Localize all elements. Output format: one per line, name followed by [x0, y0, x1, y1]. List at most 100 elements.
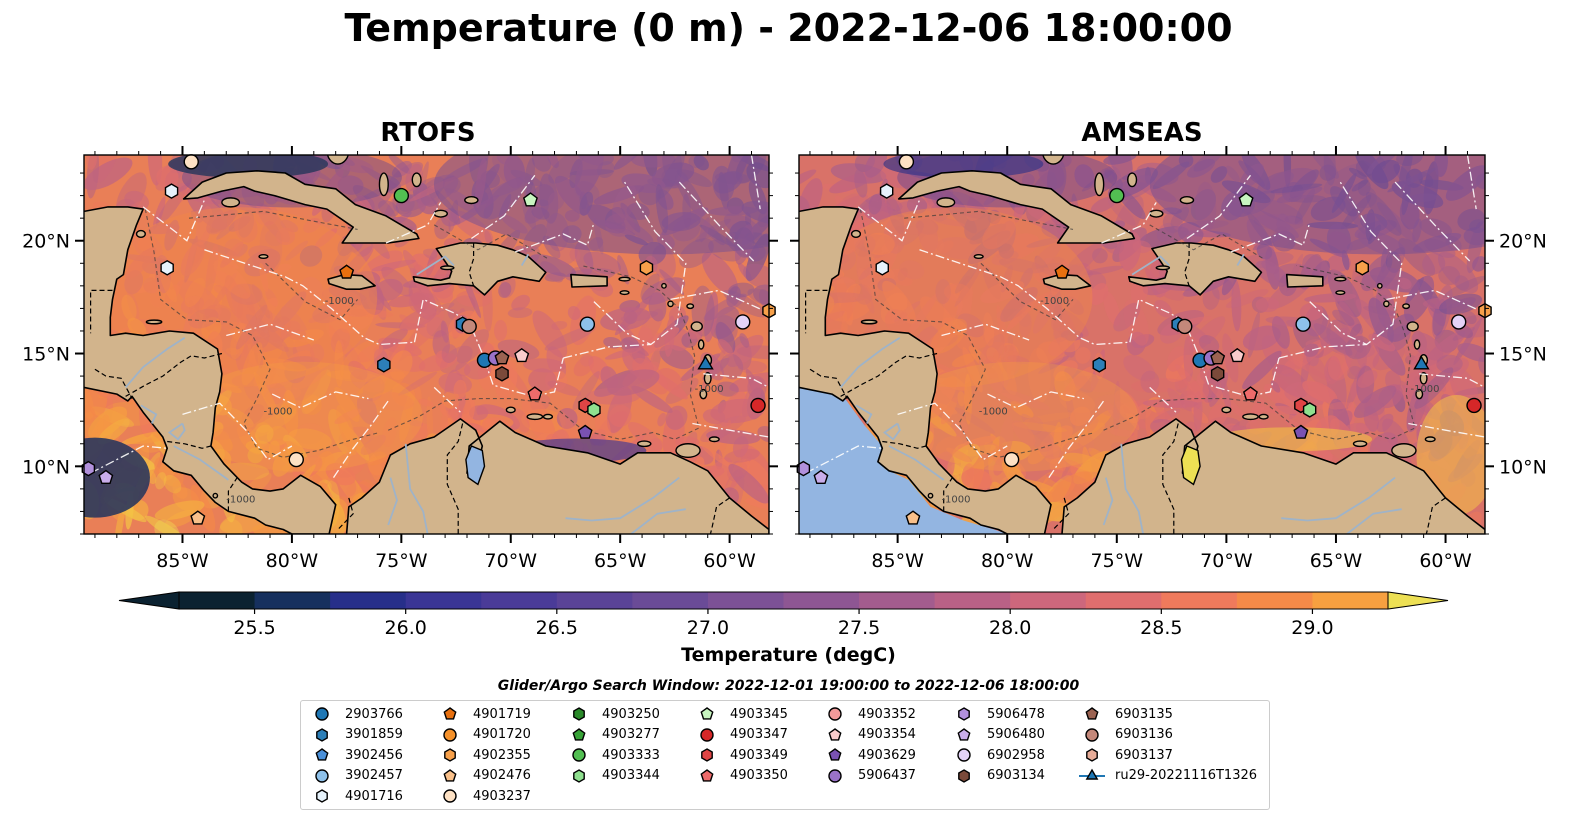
colorbar: 25.5 26.0 26.5 27.0 27.5 28.0 28.5 29.0: [118, 591, 1449, 639]
legend-item-label: 4901719: [473, 706, 531, 722]
float-marker-3901859[interactable]: [1092, 356, 1107, 373]
island: [542, 413, 554, 420]
lon-tick-label: 65°W: [594, 550, 647, 572]
float-marker-4903350[interactable]: [1242, 386, 1258, 401]
bathymetry-contour: [265, 262, 359, 321]
map-panel-amseas[interactable]: -1000 -1000 -1000 -1000 85°W 80°W 75°W 70°W 65°W…: [771, 114, 1577, 572]
legend-item: 4903250: [566, 704, 660, 724]
contour-label: -1000: [325, 296, 354, 307]
river: [416, 255, 455, 276]
colorbar-extend-high: [1387, 591, 1449, 610]
eez-boundary: [413, 298, 564, 398]
legend-item-label: 5906478: [987, 706, 1045, 722]
float-marker-4903237[interactable]: [1003, 451, 1020, 468]
lon-tick-label: 65°W: [1310, 550, 1363, 572]
float-marker-4901716[interactable]: [875, 259, 889, 276]
glider-marker[interactable]: [1413, 355, 1430, 370]
legend-item-label: 6903135: [1115, 706, 1173, 722]
island: [145, 319, 163, 325]
float-marker-4901719[interactable]: [339, 264, 355, 279]
float-marker-4903344[interactable]: [1302, 402, 1317, 418]
float-marker-6903134[interactable]: [1210, 365, 1225, 382]
eez-boundary: [1408, 422, 1485, 438]
float-marker-6903136[interactable]: [461, 318, 477, 335]
float-markers: [81, 154, 776, 525]
float-marker-4903350[interactable]: [527, 386, 543, 401]
bathymetry-contour: [1103, 264, 1416, 440]
float-marker-4903333[interactable]: [1109, 187, 1125, 204]
float-marker-4903345[interactable]: [522, 192, 538, 207]
island: [505, 406, 516, 414]
float-marker-6903134[interactable]: [495, 365, 509, 382]
island: [973, 254, 984, 260]
lake-maracaibo: [1180, 445, 1201, 486]
legend-item-label: 4903347: [730, 727, 788, 742]
legend-item: 6903137: [1079, 745, 1173, 765]
glider-marker[interactable]: [697, 355, 714, 370]
float-marker-4903354[interactable]: [514, 347, 530, 363]
map-panel-rtofs[interactable]: -1000 -1000 -1000 -1000 85°W 80°W 75°W 70°W 65°W…: [22, 114, 894, 572]
float-marker-5906478[interactable]: [796, 460, 811, 477]
pentagon-marker-icon: [1085, 707, 1099, 720]
float-marker-4903354[interactable]: [1229, 347, 1245, 363]
float-marker-4901716[interactable]: [164, 183, 179, 199]
float-marker-4902476[interactable]: [905, 510, 921, 525]
colorbar-tick-label: 28.5: [1140, 617, 1182, 639]
float-marker-6902958[interactable]: [735, 314, 751, 330]
float-marker-6903135[interactable]: [494, 350, 510, 365]
contour-label: -1000: [263, 406, 292, 417]
island: [1335, 290, 1346, 296]
legend-item: 4901716: [309, 786, 403, 806]
float-marker-3902457[interactable]: [1295, 316, 1311, 332]
circle-marker-icon: [315, 768, 329, 783]
legend-item: 5906480: [951, 725, 1045, 745]
legend-item: 3902456: [309, 745, 403, 765]
float-marker-3901859[interactable]: [377, 356, 391, 373]
island: [1352, 440, 1368, 448]
float-marker-4903347[interactable]: [1466, 397, 1482, 414]
country-border: [446, 423, 464, 534]
panel-title-rtofs: RTOFS: [380, 118, 476, 148]
colorbar-bin: [934, 592, 1011, 609]
legend-item-label: 4903345: [730, 706, 788, 722]
float-marker-4902355[interactable]: [1355, 259, 1370, 276]
float-marker-4902355[interactable]: [639, 259, 654, 276]
float-marker-5906480[interactable]: [98, 469, 114, 484]
river: [1236, 253, 1245, 266]
float-marker-6903135[interactable]: [1210, 350, 1226, 365]
float-marker-4901716[interactable]: [160, 259, 174, 276]
cuba-land: [897, 170, 1136, 244]
float-marker-4903344[interactable]: [587, 402, 601, 418]
legend-item: 6903136: [1079, 725, 1173, 745]
colorbar-bin: [783, 592, 860, 609]
country-border: [809, 368, 848, 399]
circle-marker-icon: [828, 768, 842, 783]
island: [1258, 413, 1269, 420]
circle-marker-icon: [315, 707, 329, 721]
hexagon-marker-icon: [573, 707, 585, 721]
bathymetry-contour: [904, 210, 1074, 230]
float-marker-5906480[interactable]: [813, 469, 829, 484]
legend-item-label: 4903333: [602, 747, 660, 763]
float-marker-4901716[interactable]: [879, 183, 894, 199]
float-marker-4903629[interactable]: [577, 424, 593, 439]
float-marker-6903136[interactable]: [1177, 318, 1193, 335]
float-marker-4903237[interactable]: [288, 451, 304, 468]
eez-boundary: [142, 199, 205, 242]
island: [1415, 388, 1424, 400]
float-marker-4903629[interactable]: [1293, 424, 1309, 439]
lon-tick-label: 75°W: [1091, 550, 1144, 572]
float-marker-4903345[interactable]: [1238, 192, 1254, 207]
float-marker-4902476[interactable]: [190, 510, 206, 525]
float-marker-4903333[interactable]: [393, 187, 410, 204]
float-marker-5906478[interactable]: [81, 460, 96, 477]
float-marker-6902958[interactable]: [1450, 314, 1467, 330]
float-marker-4903237[interactable]: [183, 154, 199, 170]
eez-boundary: [941, 323, 1030, 341]
legend-item-label: 4902476: [473, 768, 531, 783]
float-marker-4903237[interactable]: [898, 154, 915, 170]
float-marker-4903347[interactable]: [750, 397, 766, 414]
float-marker-4901719[interactable]: [1054, 264, 1070, 279]
float-marker-3902457[interactable]: [579, 316, 596, 332]
